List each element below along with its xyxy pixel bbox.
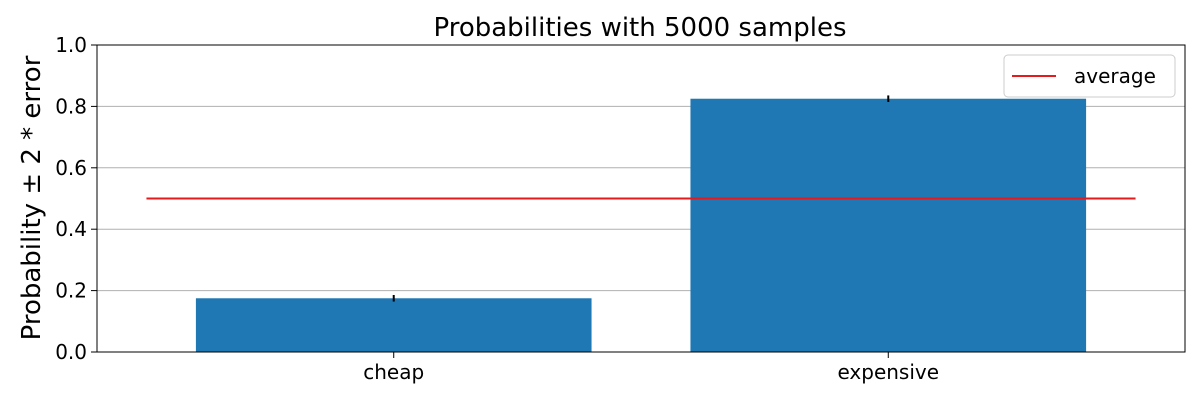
y-tick-label-0: 0.0 xyxy=(55,340,87,364)
y-tick-label-3: 0.6 xyxy=(55,156,87,180)
bar-expensive xyxy=(690,98,1087,352)
error-bars xyxy=(392,95,890,302)
axes xyxy=(91,44,1186,358)
y-tick-label-1: 0.2 xyxy=(55,279,87,303)
y-axis-label: Probability ± 2 * error xyxy=(17,55,47,340)
bars xyxy=(195,98,1087,352)
legend-box xyxy=(1003,54,1176,98)
y-tick-label-4: 0.8 xyxy=(55,94,87,118)
legend: average xyxy=(1003,54,1176,98)
legend-label: average xyxy=(1074,64,1156,88)
chart-title: Probabilities with 5000 samples xyxy=(433,13,846,43)
y-tick-label-5: 1.0 xyxy=(55,33,87,57)
y-tick-label-2: 0.4 xyxy=(55,217,87,241)
plot-frame xyxy=(96,44,1186,353)
bar-cheap xyxy=(195,298,592,352)
tick-labels: 0.0 0.2 0.4 0.6 0.8 1.0 cheap expensive xyxy=(55,33,939,384)
x-tick-label-expensive: expensive xyxy=(837,360,939,384)
x-tick-label-cheap: cheap xyxy=(363,360,424,384)
